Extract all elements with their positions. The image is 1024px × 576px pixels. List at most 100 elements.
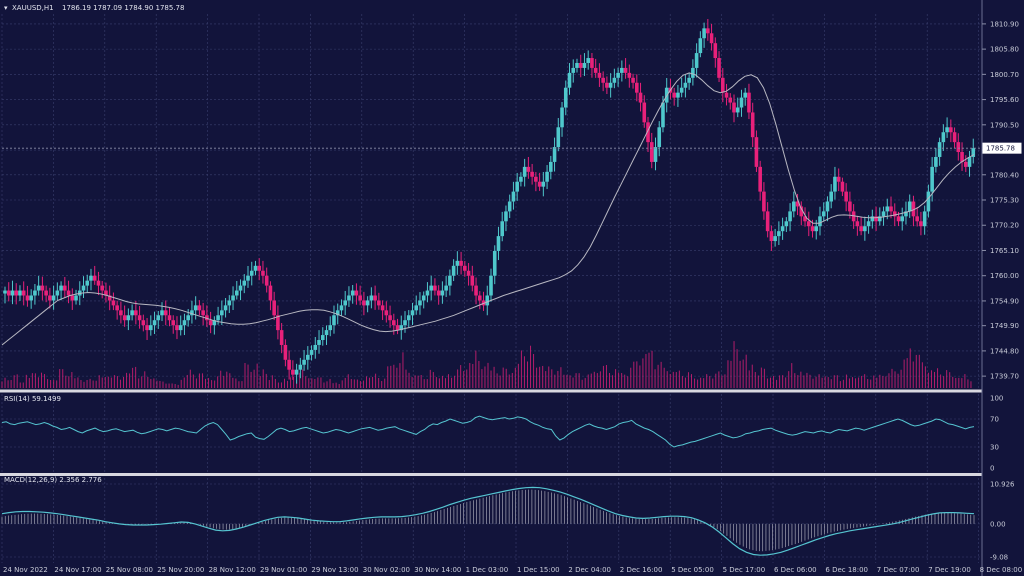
candle-body[interactable] bbox=[137, 315, 142, 321]
candle-body[interactable] bbox=[309, 349, 314, 355]
candle-body[interactable] bbox=[881, 211, 886, 217]
candle-body[interactable] bbox=[848, 201, 852, 212]
pane-separator-0[interactable] bbox=[0, 389, 982, 393]
candle-body[interactable] bbox=[582, 62, 587, 68]
candle-body[interactable] bbox=[653, 147, 658, 162]
candle-body[interactable] bbox=[414, 305, 419, 311]
candle-body[interactable] bbox=[134, 310, 138, 316]
candle-body[interactable] bbox=[578, 62, 583, 68]
candle-body[interactable] bbox=[313, 344, 318, 350]
candle-body[interactable] bbox=[388, 315, 392, 321]
candle-body[interactable] bbox=[649, 142, 654, 162]
candle-body[interactable] bbox=[276, 315, 280, 331]
candle-body[interactable] bbox=[384, 310, 389, 316]
candle-body[interactable] bbox=[926, 191, 931, 212]
candle-body[interactable] bbox=[354, 290, 359, 296]
candle-body[interactable] bbox=[477, 295, 482, 301]
pane-separator-1[interactable] bbox=[0, 473, 982, 476]
candle-body[interactable] bbox=[788, 211, 792, 222]
candle-body[interactable] bbox=[51, 295, 56, 301]
candle-body[interactable] bbox=[167, 315, 172, 321]
candle-body[interactable] bbox=[829, 191, 833, 202]
candle-body[interactable] bbox=[220, 310, 224, 316]
candle-body[interactable] bbox=[306, 354, 310, 360]
candle-body[interactable] bbox=[152, 320, 157, 326]
candle-body[interactable] bbox=[249, 270, 254, 276]
candle-body[interactable] bbox=[89, 275, 93, 281]
candle-body[interactable] bbox=[403, 320, 407, 326]
pane-separators[interactable] bbox=[0, 0, 983, 576]
candle-body[interactable] bbox=[496, 236, 501, 251]
candle-body[interactable] bbox=[234, 290, 239, 296]
candle-body[interactable] bbox=[149, 325, 153, 331]
candle-body[interactable] bbox=[597, 72, 602, 78]
candle-body[interactable] bbox=[197, 305, 202, 311]
candle-body[interactable] bbox=[855, 221, 860, 227]
candle-body[interactable] bbox=[863, 226, 867, 232]
candle-body[interactable] bbox=[406, 315, 411, 321]
candle-body[interactable] bbox=[541, 181, 546, 187]
candle-body[interactable] bbox=[590, 58, 594, 68]
candle-body[interactable] bbox=[212, 320, 217, 326]
candle-body[interactable] bbox=[141, 320, 146, 326]
candle-body[interactable] bbox=[489, 275, 493, 296]
symbol-dropdown-icon[interactable]: ▾ bbox=[4, 4, 8, 12]
candle-body[interactable] bbox=[29, 295, 33, 301]
candle-body[interactable] bbox=[178, 325, 183, 331]
candle-body[interactable] bbox=[201, 310, 205, 316]
candle-body[interactable] bbox=[743, 92, 748, 98]
candle-body[interactable] bbox=[874, 216, 878, 222]
candle-body[interactable] bbox=[126, 315, 131, 321]
candle-body[interactable] bbox=[642, 102, 647, 123]
candle-body[interactable] bbox=[836, 176, 841, 182]
candle-body[interactable] bbox=[593, 67, 598, 73]
candle-body[interactable] bbox=[238, 285, 243, 291]
candle-body[interactable] bbox=[911, 201, 916, 217]
candle-body[interactable] bbox=[907, 201, 912, 212]
candle-body[interactable] bbox=[92, 275, 97, 281]
candle-body[interactable] bbox=[500, 221, 505, 237]
candle-body[interactable] bbox=[803, 216, 807, 222]
candle-body[interactable] bbox=[930, 166, 934, 192]
candle-body[interactable] bbox=[728, 97, 733, 103]
candle-body[interactable] bbox=[242, 280, 247, 286]
candle-body[interactable] bbox=[272, 300, 276, 316]
candle-body[interactable] bbox=[709, 33, 714, 44]
candle-body[interactable] bbox=[63, 285, 67, 291]
candle-body[interactable] bbox=[3, 290, 7, 294]
candle-body[interactable] bbox=[627, 72, 632, 78]
candle-body[interactable] bbox=[661, 102, 665, 128]
candle-body[interactable] bbox=[287, 359, 291, 370]
candle-body[interactable] bbox=[190, 310, 194, 316]
candle-body[interactable] bbox=[840, 181, 845, 192]
candle-body[interactable] bbox=[949, 127, 953, 133]
candle-body[interactable] bbox=[227, 300, 232, 306]
candle-body[interactable] bbox=[145, 325, 149, 331]
candle-body[interactable] bbox=[657, 127, 662, 148]
candle-body[interactable] bbox=[74, 295, 78, 301]
candle-body[interactable] bbox=[687, 77, 691, 83]
candle-body[interactable] bbox=[870, 216, 875, 222]
candle-body[interactable] bbox=[14, 290, 19, 296]
candle-body[interactable] bbox=[934, 156, 938, 167]
candle-body[interactable] bbox=[859, 226, 863, 232]
candle-body[interactable] bbox=[601, 77, 605, 83]
candle-body[interactable] bbox=[104, 290, 108, 296]
candle-body[interactable] bbox=[956, 142, 961, 153]
candle-body[interactable] bbox=[208, 320, 213, 326]
candle-body[interactable] bbox=[780, 226, 785, 232]
candle-body[interactable] bbox=[620, 67, 624, 73]
candle-body[interactable] bbox=[765, 211, 770, 232]
candle-body[interactable] bbox=[915, 216, 919, 222]
candle-body[interactable] bbox=[885, 206, 890, 212]
candle-body[interactable] bbox=[399, 325, 404, 331]
candle-body[interactable] bbox=[623, 67, 628, 73]
candle-body[interactable] bbox=[889, 206, 893, 212]
candle-body[interactable] bbox=[750, 112, 755, 138]
candle-body[interactable] bbox=[362, 300, 366, 306]
candle-body[interactable] bbox=[365, 300, 370, 306]
candle-body[interactable] bbox=[971, 148, 976, 157]
candle-body[interactable] bbox=[350, 290, 355, 296]
candle-body[interactable] bbox=[466, 270, 471, 276]
candle-body[interactable] bbox=[818, 216, 822, 227]
